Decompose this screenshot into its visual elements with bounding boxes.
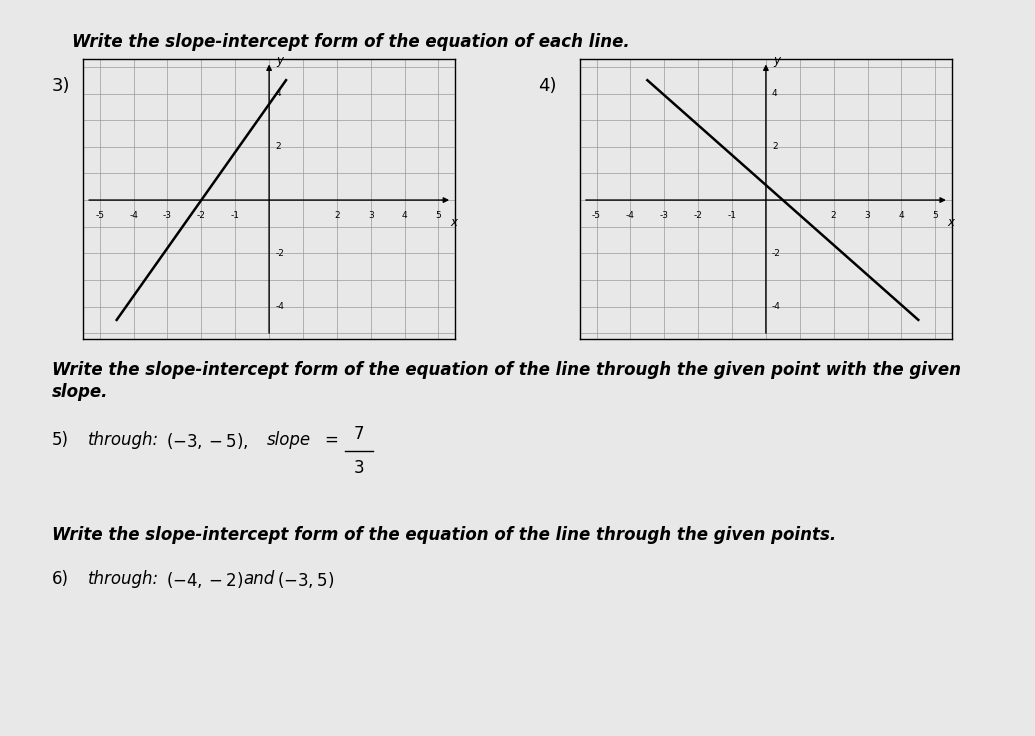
Text: 7: 7 [354, 425, 364, 443]
Text: -4: -4 [772, 302, 780, 311]
Text: $(-4,-2)$: $(-4,-2)$ [166, 570, 243, 590]
Text: -4: -4 [129, 210, 138, 220]
Text: 4: 4 [898, 210, 905, 220]
Text: 5: 5 [436, 210, 441, 220]
Text: -1: -1 [231, 210, 240, 220]
Text: $(-3,-5),$: $(-3,-5),$ [166, 431, 248, 450]
Text: through:: through: [88, 570, 159, 588]
Text: 2: 2 [334, 210, 339, 220]
Text: =: = [324, 431, 337, 448]
Text: $(-3,5)$: $(-3,5)$ [277, 570, 334, 590]
Text: x: x [450, 216, 457, 229]
Text: 5: 5 [933, 210, 938, 220]
Text: 2: 2 [772, 142, 777, 152]
Text: 4: 4 [772, 89, 777, 98]
Text: -4: -4 [275, 302, 284, 311]
Text: -4: -4 [626, 210, 634, 220]
Text: -5: -5 [95, 210, 105, 220]
Text: 4: 4 [275, 89, 280, 98]
Text: 4: 4 [402, 210, 408, 220]
Text: slope.: slope. [52, 383, 109, 400]
Text: Write the slope-intercept form of the equation of the line through the given poi: Write the slope-intercept form of the eq… [52, 526, 836, 544]
Text: Write the slope-intercept form of the equation of the line through the given poi: Write the slope-intercept form of the eq… [52, 361, 960, 378]
Text: 3: 3 [864, 210, 870, 220]
Text: -2: -2 [275, 249, 284, 258]
Text: Write the slope-intercept form of the equation of each line.: Write the slope-intercept form of the eq… [72, 33, 630, 51]
Text: -3: -3 [659, 210, 669, 220]
Text: -5: -5 [592, 210, 601, 220]
Text: 5): 5) [52, 431, 68, 448]
Text: -3: -3 [162, 210, 172, 220]
Text: y: y [276, 54, 284, 67]
Text: -2: -2 [197, 210, 206, 220]
Text: 2: 2 [275, 142, 280, 152]
Text: and: and [243, 570, 274, 588]
Text: slope: slope [267, 431, 312, 448]
Text: 3: 3 [354, 459, 364, 478]
Text: x: x [947, 216, 954, 229]
Text: y: y [773, 54, 780, 67]
Text: -2: -2 [693, 210, 703, 220]
Text: 3: 3 [367, 210, 374, 220]
Text: through:: through: [88, 431, 159, 448]
Text: 4): 4) [538, 77, 557, 95]
Text: 6): 6) [52, 570, 68, 588]
Text: 3): 3) [52, 77, 70, 95]
Text: -2: -2 [772, 249, 780, 258]
Text: -1: -1 [728, 210, 737, 220]
Text: 2: 2 [831, 210, 836, 220]
